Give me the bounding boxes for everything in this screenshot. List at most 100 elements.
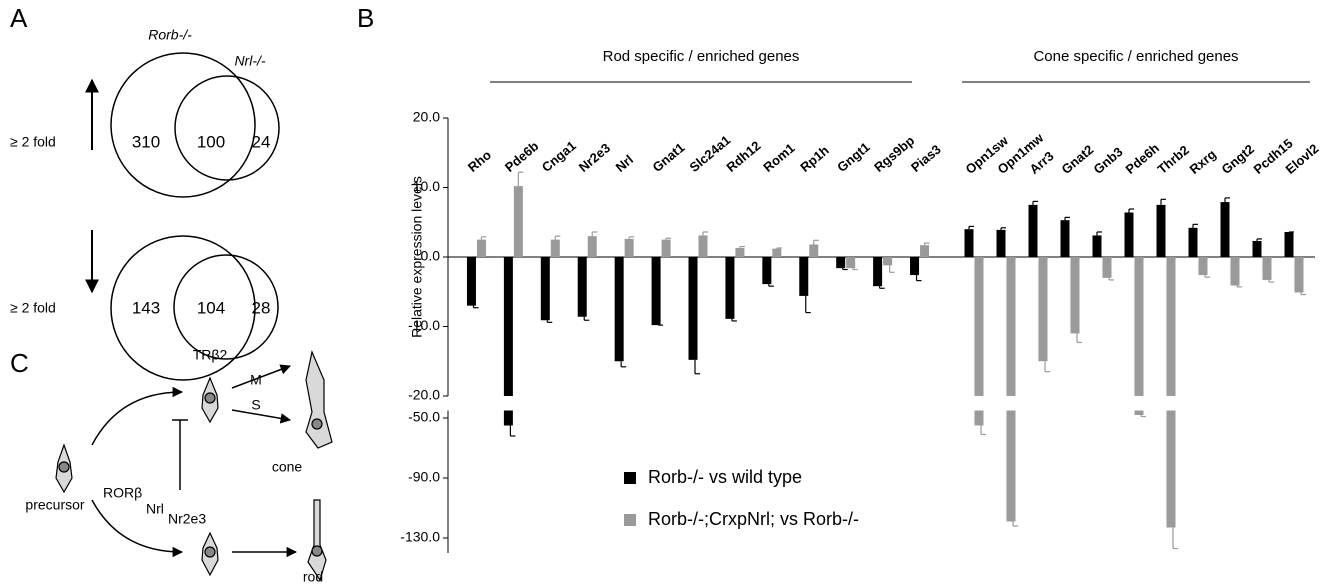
label: M — [250, 372, 262, 388]
x-tick-label: Rgs9bp — [871, 133, 917, 175]
x-tick-label: Thrb2 — [1154, 142, 1191, 177]
bar — [964, 229, 974, 257]
x-tick-label: Rxrg — [1186, 146, 1218, 177]
y-tick-label: 10.0 — [413, 178, 440, 194]
bar — [466, 257, 476, 306]
group-label: Cone specific / enriched genes — [1033, 48, 1238, 65]
y-tick-label: 0.0 — [421, 248, 441, 264]
schematic — [55, 350, 333, 582]
bar — [799, 257, 809, 296]
group-label: Rod specific / enriched genes — [603, 48, 800, 65]
bar — [1294, 257, 1304, 293]
bar — [503, 410, 513, 426]
bar — [910, 257, 920, 276]
count: 310 — [132, 132, 160, 151]
count: 104 — [197, 298, 225, 317]
bar — [1092, 235, 1102, 257]
bar — [1284, 231, 1294, 257]
legend-label: Rorb-/- vs wild type — [648, 467, 802, 487]
x-tick-label: Pde6h — [1122, 140, 1162, 177]
bar — [1038, 257, 1048, 362]
bar — [651, 257, 661, 326]
x-tick-label: Nrl — [613, 152, 636, 175]
arrow — [91, 386, 184, 446]
bar — [1060, 220, 1070, 257]
count: 28 — [252, 298, 271, 317]
count: 100 — [197, 132, 225, 151]
bar-chart: 20.0 10.0 0.0 -10.0 -20.0 -50.0 -90.0 -130.0 Rod… — [400, 48, 1321, 553]
bar — [476, 239, 486, 257]
arrow — [91, 499, 184, 558]
bar — [550, 239, 560, 257]
bar — [1124, 212, 1134, 257]
label: precursor — [25, 497, 84, 513]
arrow — [231, 364, 291, 389]
bar — [577, 257, 587, 317]
y-tick-label: -50.0 — [408, 409, 440, 425]
label: cone — [272, 459, 303, 475]
legend-swatch — [624, 472, 636, 484]
x-tick-label: Rho — [465, 147, 494, 175]
bar — [1166, 257, 1176, 396]
x-tick-label: Cnga1 — [539, 138, 579, 175]
bar — [725, 257, 735, 319]
panel-label: A — [10, 3, 28, 33]
bar — [846, 257, 856, 269]
x-tick-label: Slc24a1 — [686, 132, 733, 175]
x-tick-label: Pde6b — [502, 138, 542, 175]
x-tick-label: Rp1h — [797, 143, 832, 175]
panel-label: C — [10, 348, 29, 378]
cone-cell — [305, 350, 333, 449]
y-tick-label: -20.0 — [408, 387, 440, 403]
label: TRβ2 — [193, 347, 228, 363]
venn-circle — [110, 52, 256, 198]
bar — [1188, 227, 1198, 257]
bar — [1028, 204, 1038, 257]
venn-panel — [85, 52, 280, 381]
bar — [735, 247, 745, 257]
panel-label: B — [357, 3, 374, 33]
bar — [1134, 410, 1144, 415]
y-tick-label: -130.0 — [400, 529, 440, 545]
bar — [974, 410, 984, 426]
x-tick-label: Rom1 — [760, 140, 797, 175]
set-label: Rorb-/- — [148, 27, 192, 43]
bar — [883, 257, 893, 266]
x-tick-label: Nr2e3 — [576, 140, 613, 175]
bar — [762, 257, 772, 285]
bar — [836, 257, 846, 269]
bar — [974, 257, 984, 396]
bar — [614, 257, 624, 362]
bar — [1006, 257, 1016, 396]
bar — [1006, 410, 1016, 522]
bar — [1102, 257, 1112, 278]
bar — [996, 229, 1006, 257]
label: S — [251, 397, 260, 413]
row-label: ≥ 2 fold — [10, 300, 56, 316]
count: 24 — [252, 132, 271, 151]
bar — [1070, 257, 1080, 334]
y-tick-label: 20.0 — [413, 109, 440, 125]
bar — [503, 257, 513, 396]
legend-swatch — [624, 514, 636, 526]
bar — [1262, 257, 1272, 280]
venn-circle — [173, 254, 279, 360]
bar — [513, 186, 523, 257]
count: 143 — [132, 298, 160, 317]
bar — [920, 245, 930, 257]
bar — [587, 236, 597, 257]
arrow — [231, 409, 292, 424]
label: Nr2e3 — [168, 511, 206, 527]
row-label: ≥ 2 fold — [10, 134, 56, 150]
bar — [809, 244, 819, 257]
bar — [1166, 410, 1176, 528]
bar — [624, 238, 634, 257]
x-tick-label: Gngt2 — [1218, 141, 1256, 177]
bar — [698, 235, 708, 257]
y-tick-label: -90.0 — [408, 469, 440, 485]
label: Nrl — [146, 501, 164, 517]
bar — [1230, 257, 1240, 286]
bar — [873, 257, 883, 287]
